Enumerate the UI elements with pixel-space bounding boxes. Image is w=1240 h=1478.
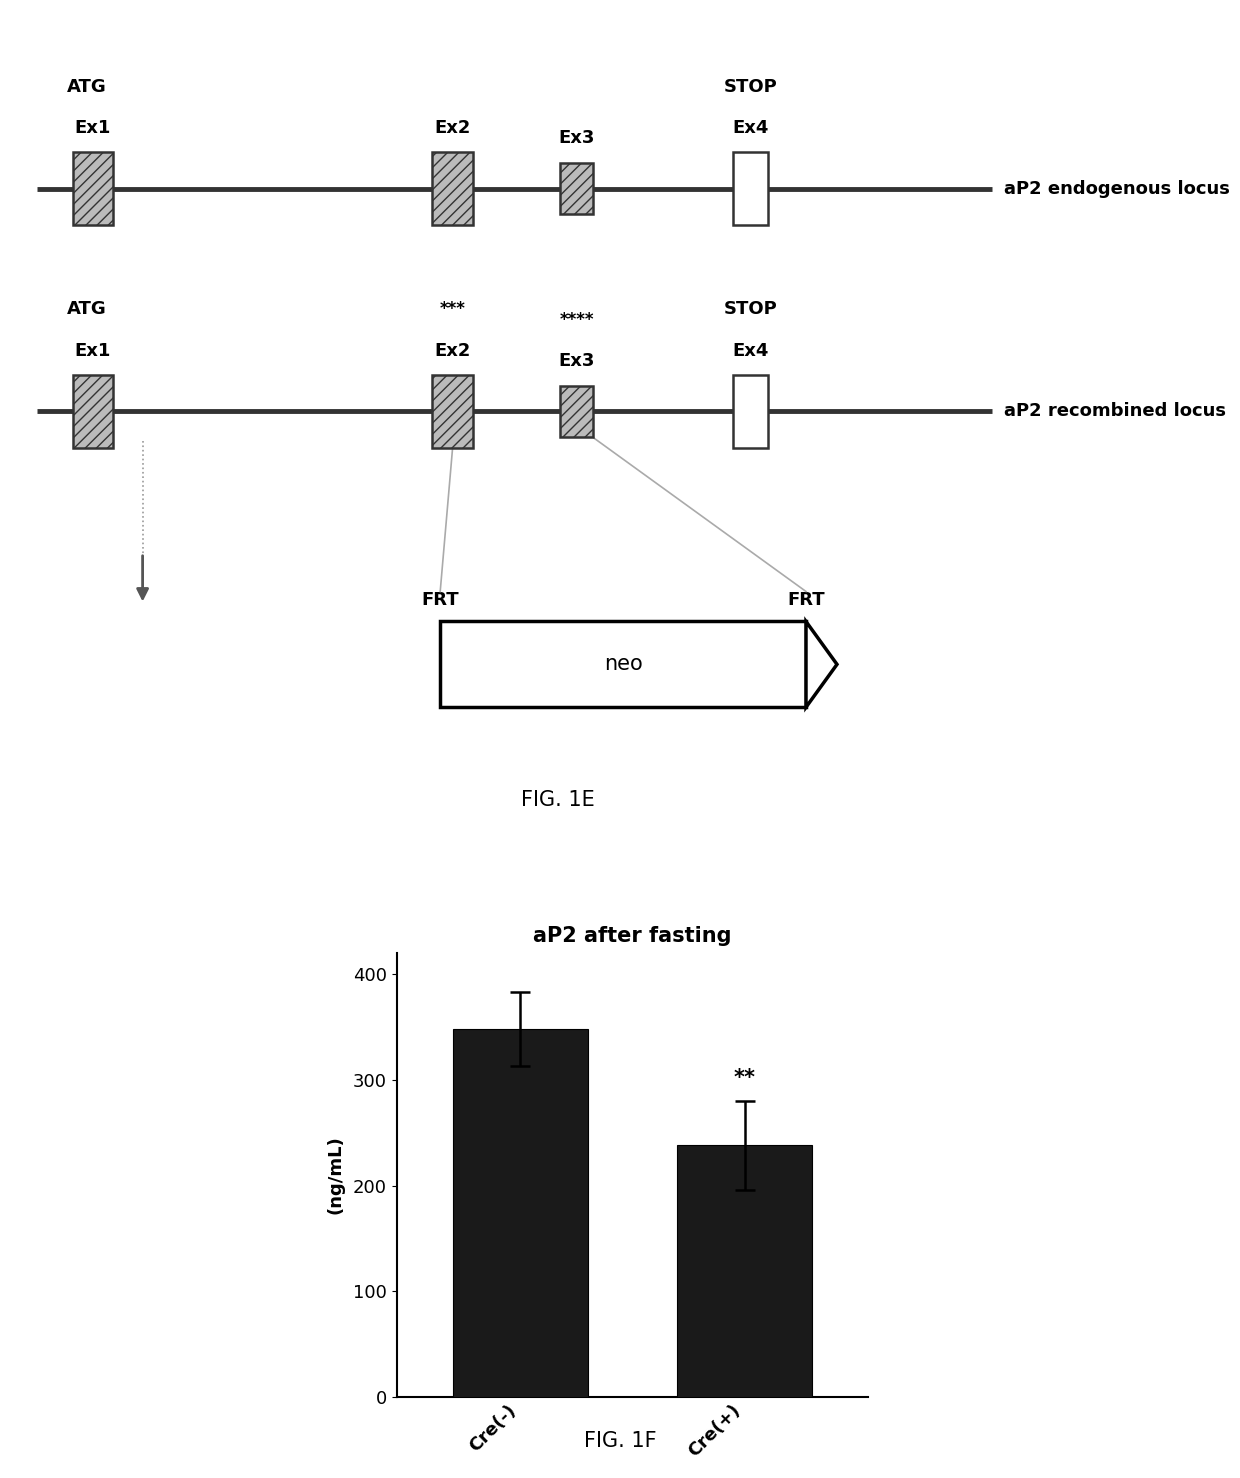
Text: FIG. 1F: FIG. 1F <box>584 1431 656 1451</box>
Bar <box>453 1029 588 1397</box>
Text: ****: **** <box>559 312 594 330</box>
Bar <box>560 163 593 214</box>
Text: Ex2: Ex2 <box>434 341 471 359</box>
Text: FRT: FRT <box>422 591 459 609</box>
Title: aP2 after fasting: aP2 after fasting <box>533 927 732 946</box>
Bar <box>733 375 768 448</box>
Text: STOP: STOP <box>723 300 777 318</box>
Text: ATG: ATG <box>67 300 107 318</box>
Bar <box>72 152 114 225</box>
Bar <box>432 375 472 448</box>
Bar <box>560 386 593 437</box>
Text: ***: *** <box>440 300 465 318</box>
Bar <box>72 375 114 448</box>
Text: **: ** <box>734 1069 755 1088</box>
Text: Ex1: Ex1 <box>74 118 112 137</box>
Text: ATG: ATG <box>67 77 107 96</box>
Text: Ex4: Ex4 <box>732 118 769 137</box>
Y-axis label: (ng/mL): (ng/mL) <box>327 1135 345 1215</box>
Text: Ex3: Ex3 <box>558 130 595 148</box>
Text: aP2 recombined locus: aP2 recombined locus <box>1004 402 1226 420</box>
Text: Ex3: Ex3 <box>558 352 595 371</box>
Text: STOP: STOP <box>723 77 777 96</box>
Bar <box>432 152 472 225</box>
Text: FRT: FRT <box>787 591 825 609</box>
Polygon shape <box>806 621 837 706</box>
Text: Ex2: Ex2 <box>434 118 471 137</box>
Bar <box>677 1145 812 1397</box>
Text: Ex1: Ex1 <box>74 341 112 359</box>
Bar <box>440 621 806 706</box>
Bar <box>733 152 768 225</box>
Text: aP2 endogenous locus: aP2 endogenous locus <box>1004 180 1230 198</box>
Text: Ex4: Ex4 <box>732 341 769 359</box>
Text: FIG. 1E: FIG. 1E <box>521 791 595 810</box>
Text: neo: neo <box>604 655 642 674</box>
